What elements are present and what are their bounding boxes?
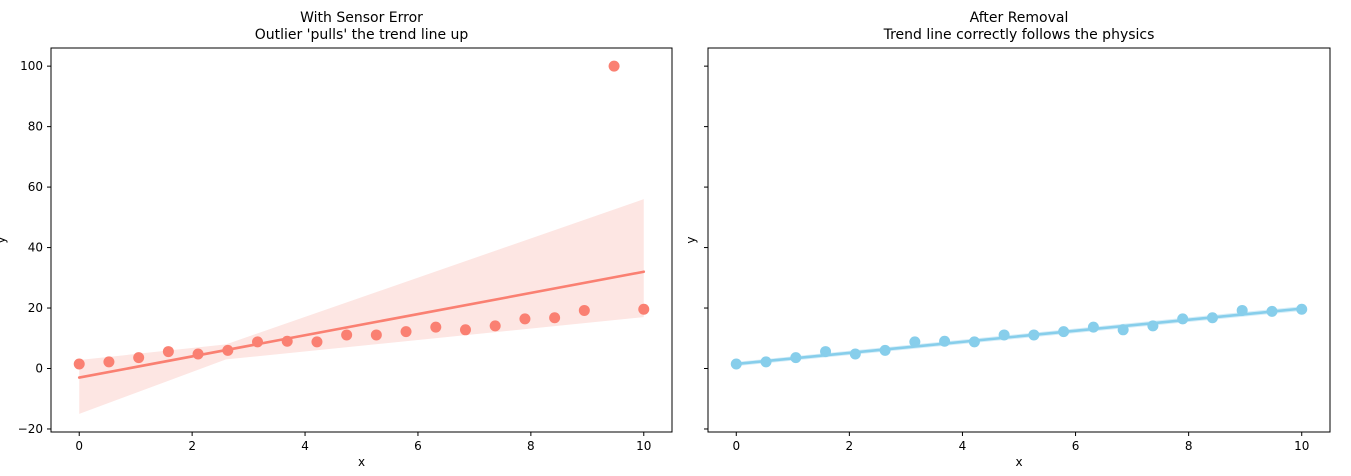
x-tick-label: 6 (414, 439, 422, 453)
data-point (638, 303, 650, 315)
y-tick-label: 20 (28, 301, 43, 315)
axes-frame (50, 47, 673, 433)
data-point (400, 326, 412, 338)
y-tick-label: 0 (35, 362, 43, 376)
data-point (519, 313, 531, 325)
axes-frame (707, 47, 1331, 433)
y-tick-label: 100 (20, 59, 43, 73)
data-point (549, 312, 561, 324)
x-tick-label: 4 (959, 439, 967, 453)
chart-title: With Sensor Error (300, 10, 423, 26)
x-axis-label: x (358, 455, 365, 469)
x-tick-label: 2 (188, 439, 196, 453)
data-point (370, 329, 382, 341)
data-point (608, 60, 620, 72)
x-tick-label: 0 (732, 439, 740, 453)
trend-line (77, 270, 646, 379)
data-point (103, 356, 115, 368)
x-tick-label: 4 (301, 439, 309, 453)
chart-title: After Removal (970, 10, 1069, 26)
data-point (162, 346, 174, 358)
x-tick-label: 10 (636, 439, 651, 453)
x-tick-label: 10 (1294, 439, 1309, 453)
y-tick-label: 80 (28, 120, 43, 134)
y-tick-label: −20 (18, 422, 43, 436)
data-point (459, 324, 471, 336)
x-tick-label: 6 (1072, 439, 1080, 453)
x-axis-label: x (1015, 455, 1022, 469)
chart-left-with-sensor-error: 0 2 4 6 8 10 −20 0 20 40 60 80 100 x y With Sensor Erro… (0, 10, 673, 469)
y-tick-label: 60 (28, 180, 43, 194)
chart-subtitle: Trend line correctly follows the physics (883, 27, 1155, 43)
confidence-band (79, 199, 644, 414)
trend-line (734, 307, 1304, 366)
x-tick-label: 8 (1185, 439, 1193, 453)
x-tick-label: 0 (75, 439, 83, 453)
data-point (133, 352, 145, 364)
y-axis-label: y (0, 236, 8, 243)
data-point (73, 358, 85, 370)
data-point (578, 304, 590, 316)
data-point (1087, 321, 1099, 333)
y-axis-label: y (684, 236, 698, 243)
data-point (909, 336, 921, 348)
x-tick-label: 2 (846, 439, 854, 453)
data-point (341, 329, 353, 341)
data-point (489, 320, 501, 332)
chart-subtitle: Outlier 'pulls' the trend line up (255, 27, 469, 43)
data-point (311, 336, 323, 348)
data-point (430, 321, 442, 333)
y-tick-label: 40 (28, 241, 43, 255)
x-tick-label: 8 (527, 439, 535, 453)
